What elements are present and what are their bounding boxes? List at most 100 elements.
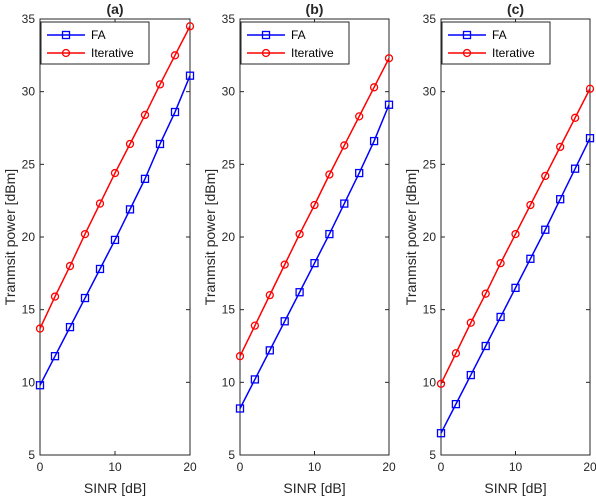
legend-entry: FA: [91, 28, 106, 42]
legend-marker-circle: [61, 48, 71, 58]
y-tick-label: 35: [22, 12, 36, 26]
legend-marker-square: [61, 30, 71, 40]
data-point-square: [340, 199, 349, 208]
series-line: [239, 104, 390, 409]
y-tick-label: 15: [423, 303, 437, 317]
legend: FA Iterative: [240, 21, 350, 65]
data-point-square: [369, 136, 379, 146]
data-point-square: [466, 370, 475, 380]
series-line: [440, 137, 591, 434]
data-point-square: [125, 205, 135, 214]
y-tick-label: 10: [222, 375, 236, 389]
y-tick-label: 10: [423, 375, 437, 389]
data-point-square: [140, 174, 150, 184]
data-point-square: [511, 283, 520, 293]
data-point-circle: [466, 318, 475, 327]
data-point-circle: [80, 229, 90, 239]
legend: FA Iterative: [441, 21, 551, 65]
data-point-square: [250, 375, 260, 384]
y-tick-label: 35: [222, 12, 236, 26]
y-tick-label: 5: [228, 448, 235, 462]
series-fa: [235, 100, 394, 413]
legend-marker-circle: [462, 48, 472, 58]
data-point-square: [265, 346, 274, 355]
data-point-circle: [556, 142, 565, 152]
y-tick-label: 20: [22, 230, 36, 244]
data-point-circle: [65, 261, 75, 271]
x-axis-label: SINR [dB]: [283, 480, 345, 496]
axes-box: [239, 18, 390, 456]
legend-entry: FA: [291, 28, 306, 42]
data-point-square: [155, 139, 165, 149]
y-tick-label: 30: [222, 85, 236, 99]
data-point-circle: [295, 229, 304, 239]
y-axis-label: Tranmsit power [dBm]: [202, 169, 218, 305]
data-point-square: [556, 195, 565, 204]
panel-title: (b): [306, 1, 324, 17]
legend-box: [240, 21, 350, 65]
y-tick-label: 5: [28, 448, 35, 462]
data-point-square: [95, 264, 105, 274]
data-point-circle: [235, 352, 245, 361]
legend-box: [40, 21, 150, 65]
data-point-circle: [436, 379, 446, 388]
y-tick-label: 15: [222, 303, 236, 317]
y-tick-label: 25: [222, 157, 236, 171]
series-line: [440, 88, 591, 385]
data-point-circle: [355, 112, 364, 121]
data-point-circle: [570, 113, 580, 122]
x-tick-label: 20: [382, 460, 396, 474]
data-point-square: [35, 381, 45, 390]
data-point-circle: [325, 170, 334, 179]
series-fa: [436, 134, 595, 438]
data-point-circle: [265, 290, 274, 300]
data-point-circle: [541, 171, 550, 181]
x-axis-label: SINR [dB]: [84, 480, 146, 496]
data-point-circle: [481, 289, 490, 298]
data-point-circle: [496, 259, 505, 268]
data-point-square: [436, 429, 446, 438]
data-point-circle: [585, 84, 595, 93]
data-point-square: [50, 352, 60, 361]
data-point-circle: [511, 229, 520, 239]
chart-panel-1: 5 10 15 20 25 30 35 0 10 20 (a) SINR [dB] Tranmsit p…: [2, 1, 197, 496]
data-point-circle: [95, 199, 105, 208]
data-point-square: [481, 341, 490, 351]
data-point-circle: [50, 292, 60, 301]
data-point-circle: [310, 200, 319, 210]
data-point-square: [570, 164, 580, 173]
data-point-circle: [340, 141, 349, 150]
data-point-circle: [250, 321, 260, 330]
data-point-square: [295, 288, 304, 297]
series-line: [239, 57, 390, 357]
data-point-square: [451, 399, 461, 409]
y-tick-label: 20: [423, 230, 437, 244]
legend-entry: Iterative: [492, 46, 535, 60]
x-tick-label: 10: [308, 460, 322, 474]
data-point-circle: [170, 51, 180, 60]
data-point-circle: [185, 22, 195, 31]
y-tick-label: 30: [22, 85, 36, 99]
y-axis-label: Tranmsit power [dBm]: [2, 169, 18, 305]
chart-panel-3: 5 10 15 20 25 30 35 0 10 20 (c) SINR [dB] Tranmsit p…: [403, 1, 596, 496]
data-point-square: [541, 225, 550, 234]
y-tick-label: 10: [22, 375, 36, 389]
data-point-square: [585, 134, 595, 143]
x-tick-label: 20: [183, 460, 197, 474]
data-point-square: [110, 235, 120, 245]
data-point-square: [496, 312, 505, 322]
series-iterative: [35, 22, 195, 333]
y-tick-label: 35: [423, 12, 437, 26]
data-point-square: [80, 293, 90, 303]
x-tick-label: 0: [37, 460, 44, 474]
y-tick-label: 30: [423, 85, 437, 99]
y-axis-label: Tranmsit power [dBm]: [403, 169, 419, 305]
data-point-square: [526, 254, 535, 263]
legend-marker-square: [462, 30, 472, 40]
data-point-circle: [140, 110, 150, 120]
data-point-square: [170, 107, 180, 117]
x-axis-label: SINR [dB]: [484, 480, 546, 496]
data-point-square: [280, 317, 289, 326]
data-point-square: [65, 322, 75, 332]
y-tick-label: 5: [429, 448, 436, 462]
